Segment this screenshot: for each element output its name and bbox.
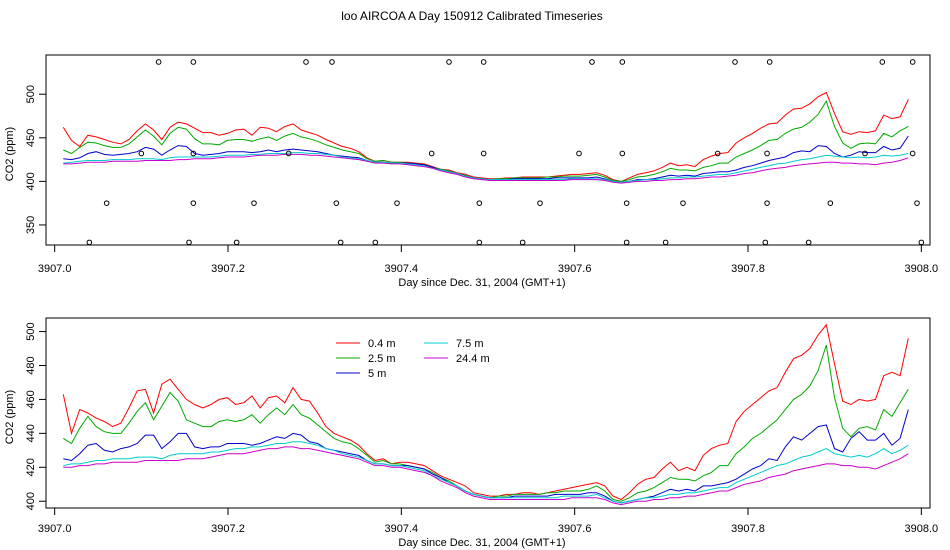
legend: 0.4 m 2.5 m 5 m 7.5 m 24.4 m bbox=[336, 338, 490, 380]
data-point-marker bbox=[138, 150, 145, 157]
data-point-marker bbox=[862, 150, 868, 157]
chart-title: loo AIRCOA A Day 150912 Calibrated Times… bbox=[341, 9, 602, 23]
series-line-2-5-m-m bbox=[63, 344, 909, 502]
data-point-marker bbox=[764, 200, 770, 206]
data-point-marker bbox=[155, 59, 162, 65]
data-point-marker bbox=[879, 59, 886, 65]
data-point-marker bbox=[714, 150, 721, 157]
data-point-marker bbox=[337, 239, 344, 246]
data-point-marker bbox=[233, 239, 240, 246]
y-tick-label: 400 bbox=[25, 172, 37, 190]
legend-label: 7.5 m bbox=[456, 338, 484, 350]
data-point-marker bbox=[476, 200, 483, 206]
data-point-marker bbox=[766, 59, 773, 65]
data-point-marker bbox=[918, 239, 925, 246]
x-tick-label: 3907.6 bbox=[558, 263, 592, 275]
series-line-0-4-m-m bbox=[62, 323, 909, 501]
x-tick-label: 3907.2 bbox=[211, 263, 245, 275]
top-panel: 3907.0 3907.2 3907.4 3907.6 3907.8 3908.0 350 4… bbox=[4, 54, 939, 289]
x-tick-label: 3907.4 bbox=[385, 523, 419, 535]
legend-label: 2.5 m bbox=[368, 353, 396, 365]
y-tick-label: 460 bbox=[25, 390, 37, 408]
data-point-marker bbox=[446, 59, 452, 65]
data-point-marker bbox=[623, 239, 630, 246]
legend-label: 5 m bbox=[368, 368, 386, 380]
y-tick-label: 500 bbox=[25, 85, 37, 103]
data-point-marker bbox=[576, 150, 582, 157]
data-point-marker bbox=[476, 239, 483, 246]
x-axis-label: Day since Dec. 31, 2004 (GMT+1) bbox=[398, 277, 565, 289]
x-tick-label: 3907.2 bbox=[211, 523, 245, 535]
series-line-7-5-m-m bbox=[63, 152, 909, 183]
series-line-24-4-m-m bbox=[63, 446, 909, 506]
data-point-marker bbox=[762, 239, 769, 246]
x-axis-label: Day since Dec. 31, 2004 (GMT+1) bbox=[398, 537, 565, 549]
data-point-marker bbox=[372, 239, 379, 246]
data-point-marker bbox=[333, 200, 340, 206]
data-point-marker bbox=[480, 150, 487, 157]
data-point-marker bbox=[103, 200, 110, 206]
x-tick-label: 3908.0 bbox=[905, 523, 939, 535]
data-point-marker bbox=[190, 200, 197, 206]
series-line-24-4-m-m bbox=[63, 153, 909, 184]
series-line-2-5-m-m bbox=[63, 100, 909, 182]
series-line-0-4-m-m bbox=[62, 91, 909, 182]
series-line-5-m-m bbox=[63, 409, 909, 504]
y-tick-label: 350 bbox=[25, 216, 37, 234]
x-tick-label: 3907.8 bbox=[731, 263, 765, 275]
data-point-marker bbox=[303, 59, 309, 65]
x-tick-label: 3907.0 bbox=[38, 263, 72, 275]
data-point-marker bbox=[680, 200, 686, 206]
data-point-marker bbox=[86, 239, 93, 246]
data-point-marker bbox=[186, 239, 192, 246]
y-axis-label: CO2 (ppm) bbox=[4, 127, 16, 181]
x-tick-label: 3907.6 bbox=[558, 523, 592, 535]
data-point-marker bbox=[805, 239, 812, 246]
data-point-marker bbox=[909, 150, 916, 157]
y-tick-label: 420 bbox=[25, 458, 37, 476]
data-point-marker bbox=[623, 200, 630, 206]
data-point-marker bbox=[764, 150, 770, 157]
data-point-marker bbox=[909, 59, 916, 65]
y-tick-label: 450 bbox=[25, 129, 37, 147]
plot-frame bbox=[45, 317, 931, 509]
data-point-marker bbox=[285, 150, 292, 157]
x-tick-label: 3907.0 bbox=[38, 523, 72, 535]
data-point-marker bbox=[537, 200, 543, 206]
data-point-marker bbox=[732, 59, 738, 65]
data-point-marker bbox=[394, 200, 400, 206]
x-tick-label: 3907.4 bbox=[385, 263, 419, 275]
series-line-7-5-m-m bbox=[63, 441, 909, 504]
data-point-marker bbox=[827, 200, 834, 206]
legend-label: 0.4 m bbox=[368, 338, 396, 350]
data-point-marker bbox=[662, 239, 669, 246]
data-point-marker bbox=[589, 59, 595, 65]
data-point-marker bbox=[619, 59, 626, 65]
data-point-marker bbox=[190, 59, 197, 65]
data-point-marker bbox=[519, 239, 526, 246]
y-tick-label: 480 bbox=[25, 356, 37, 374]
plot-frame bbox=[45, 54, 931, 246]
data-point-marker bbox=[329, 59, 335, 65]
x-tick-label: 3908.0 bbox=[905, 263, 939, 275]
bottom-panel: 3907.0 3907.2 3907.4 3907.6 3907.8 3908.0 400 4… bbox=[4, 317, 939, 549]
y-axis-label: CO2 (ppm) bbox=[4, 390, 16, 444]
data-point-marker bbox=[480, 59, 487, 65]
legend-label: 24.4 m bbox=[456, 353, 490, 365]
y-tick-label: 500 bbox=[25, 322, 37, 340]
y-tick-label: 400 bbox=[25, 492, 37, 510]
data-point-marker bbox=[190, 150, 197, 157]
y-tick-label: 440 bbox=[25, 424, 37, 442]
data-point-marker bbox=[428, 150, 435, 157]
data-point-marker bbox=[619, 150, 626, 157]
data-point-marker bbox=[914, 200, 920, 206]
data-point-marker bbox=[251, 200, 257, 206]
x-tick-label: 3907.8 bbox=[731, 523, 765, 535]
